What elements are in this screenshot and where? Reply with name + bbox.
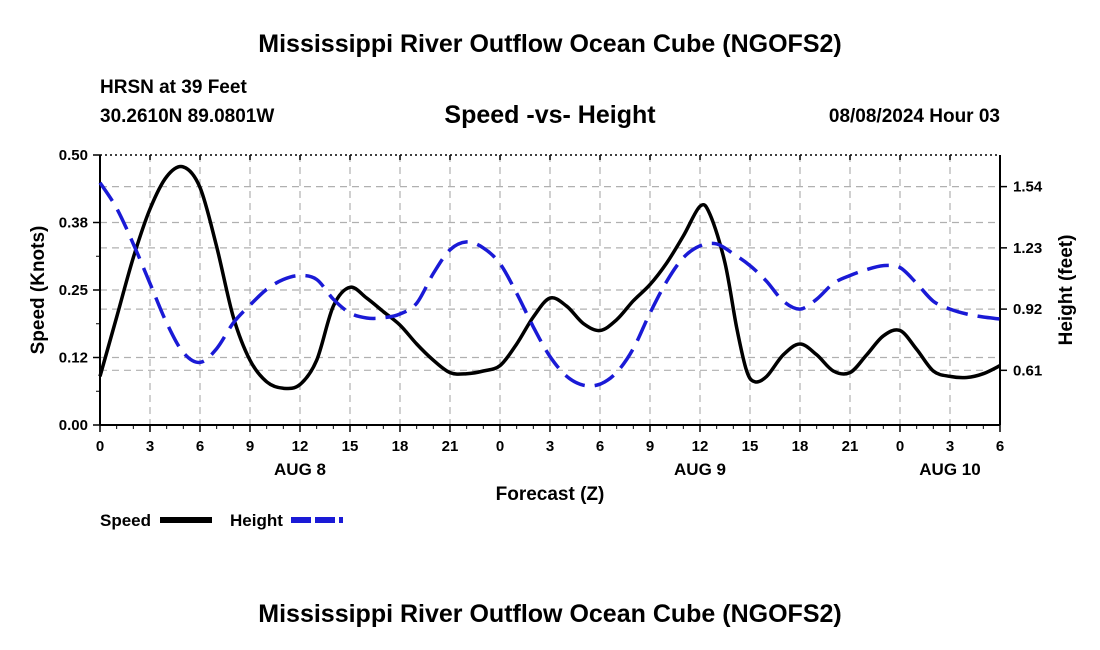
height-series-line [98, 181, 1001, 388]
y-right-tick-label: 0.92 [1013, 301, 1042, 318]
x-tick-label: 3 [946, 438, 954, 455]
x-tick-label: 6 [996, 438, 1004, 455]
y-right-tick-label: 0.61 [1013, 362, 1042, 379]
legend-label-speed: Speed [100, 511, 151, 530]
forecast-datetime: 08/08/2024 Hour 03 [828, 106, 1000, 127]
x-tick-label: 12 [292, 438, 309, 455]
x-tick-label: 0 [896, 438, 904, 455]
y-left-tick-label: 0.00 [59, 417, 88, 434]
y-left-tick-label: 0.50 [59, 147, 88, 164]
x-tick-label: 15 [342, 438, 359, 455]
station-coords: 30.2610N 89.0801W [100, 106, 275, 127]
date-label: AUG 9 [674, 460, 726, 479]
y-left-tick-label: 0.12 [59, 350, 88, 367]
x-tick-label: 21 [442, 438, 459, 455]
x-tick-label: 21 [842, 438, 859, 455]
y-left-axis-title: Speed (Knots) [28, 226, 49, 355]
x-tick-label: 0 [496, 438, 504, 455]
x-tick-label: 18 [392, 438, 409, 455]
y-left-tick-label: 0.38 [59, 215, 88, 232]
x-axis-title: Forecast (Z) [496, 484, 605, 505]
x-tick-label: 3 [546, 438, 554, 455]
y-right-tick-label: 1.23 [1013, 240, 1042, 257]
x-tick-label: 12 [692, 438, 709, 455]
legend-label-height: Height [230, 511, 283, 530]
footer-title: Mississippi River Outflow Ocean Cube (NG… [258, 600, 842, 628]
x-tick-label: 9 [246, 438, 254, 455]
station-label: HRSN at 39 Feet [100, 77, 247, 98]
x-tick-label: 6 [196, 438, 204, 455]
date-label: AUG 8 [274, 460, 326, 479]
speed-series-line [98, 164, 1001, 391]
x-tick-label: 9 [646, 438, 654, 455]
x-tick-label: 6 [596, 438, 604, 455]
x-tick-label: 15 [742, 438, 759, 455]
x-tick-label: 0 [96, 438, 104, 455]
y-right-axis-title: Height (feet) [1056, 235, 1077, 346]
y-right-tick-label: 1.54 [1013, 179, 1043, 196]
date-label: AUG 10 [919, 460, 980, 479]
chart-title: Speed -vs- Height [444, 101, 656, 129]
y-left-tick-label: 0.25 [59, 282, 88, 299]
x-tick-label: 3 [146, 438, 154, 455]
page-title: Mississippi River Outflow Ocean Cube (NG… [258, 30, 842, 58]
x-tick-label: 18 [792, 438, 809, 455]
